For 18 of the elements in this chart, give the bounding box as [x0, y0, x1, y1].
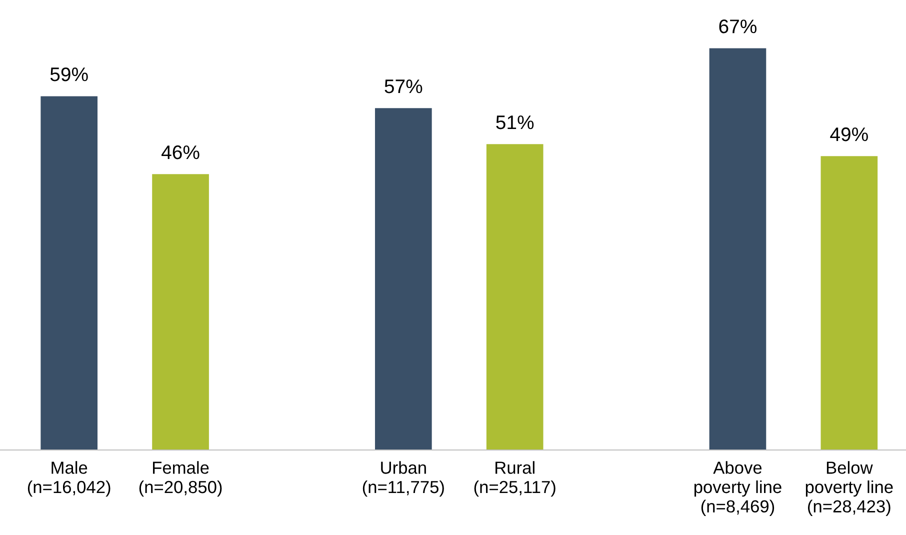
data-label: 57%: [384, 80, 422, 94]
bar: [152, 174, 209, 450]
bar: [40, 96, 98, 450]
x-tick-label: Male (n=16,042): [28, 461, 110, 497]
x-tick-label: Below poverty line (n=28,423): [806, 461, 893, 516]
data-label: 67%: [719, 19, 756, 34]
data-label: 46%: [162, 145, 200, 160]
bar: [486, 144, 544, 450]
bar: [709, 48, 766, 450]
x-tick-label: Rural (n=25,117): [474, 461, 556, 497]
data-label: 59%: [50, 67, 88, 82]
data-label: 49%: [830, 127, 868, 142]
x-tick-label: Female (n=20,850): [139, 461, 222, 497]
data-label: 51%: [496, 116, 534, 130]
bar: [374, 108, 432, 450]
bar: [820, 156, 878, 450]
x-tick-label: Above poverty line (n=8,469): [694, 461, 782, 516]
x-tick-label: Urban (n=11,775): [362, 461, 444, 497]
